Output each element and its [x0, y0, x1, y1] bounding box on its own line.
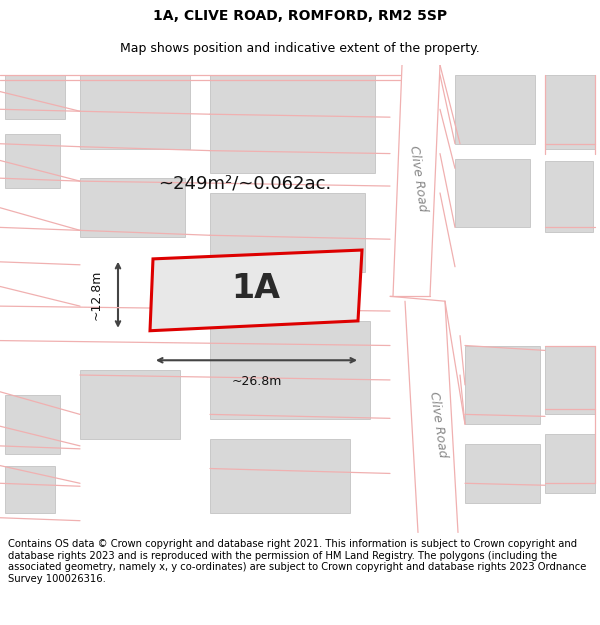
Bar	[5, 75, 65, 119]
Bar	[5, 134, 60, 188]
Bar	[80, 178, 185, 238]
Text: Map shows position and indicative extent of the property.: Map shows position and indicative extent…	[120, 42, 480, 54]
Polygon shape	[150, 250, 362, 331]
Bar	[5, 395, 60, 454]
Bar	[545, 346, 595, 414]
Bar	[455, 75, 535, 144]
Bar	[545, 75, 595, 149]
Bar	[80, 75, 190, 149]
Bar	[5, 466, 55, 513]
Text: Clive Road: Clive Road	[407, 144, 429, 212]
Bar	[210, 193, 365, 272]
Bar	[210, 439, 350, 513]
Bar	[210, 75, 375, 173]
Bar	[465, 346, 540, 424]
Text: ~26.8m: ~26.8m	[232, 376, 281, 388]
Text: 1A: 1A	[232, 272, 281, 305]
Text: Contains OS data © Crown copyright and database right 2021. This information is : Contains OS data © Crown copyright and d…	[8, 539, 586, 584]
Bar	[210, 321, 370, 419]
Bar	[545, 434, 595, 493]
Polygon shape	[390, 65, 440, 296]
Text: ~249m²/~0.062ac.: ~249m²/~0.062ac.	[158, 174, 332, 192]
Polygon shape	[405, 301, 460, 532]
Bar	[545, 161, 593, 232]
Bar	[455, 159, 530, 228]
Text: ~12.8m: ~12.8m	[89, 269, 103, 320]
Bar	[465, 444, 540, 503]
Bar	[80, 370, 180, 439]
Text: Clive Road: Clive Road	[427, 391, 449, 458]
Text: 1A, CLIVE ROAD, ROMFORD, RM2 5SP: 1A, CLIVE ROAD, ROMFORD, RM2 5SP	[153, 9, 447, 22]
